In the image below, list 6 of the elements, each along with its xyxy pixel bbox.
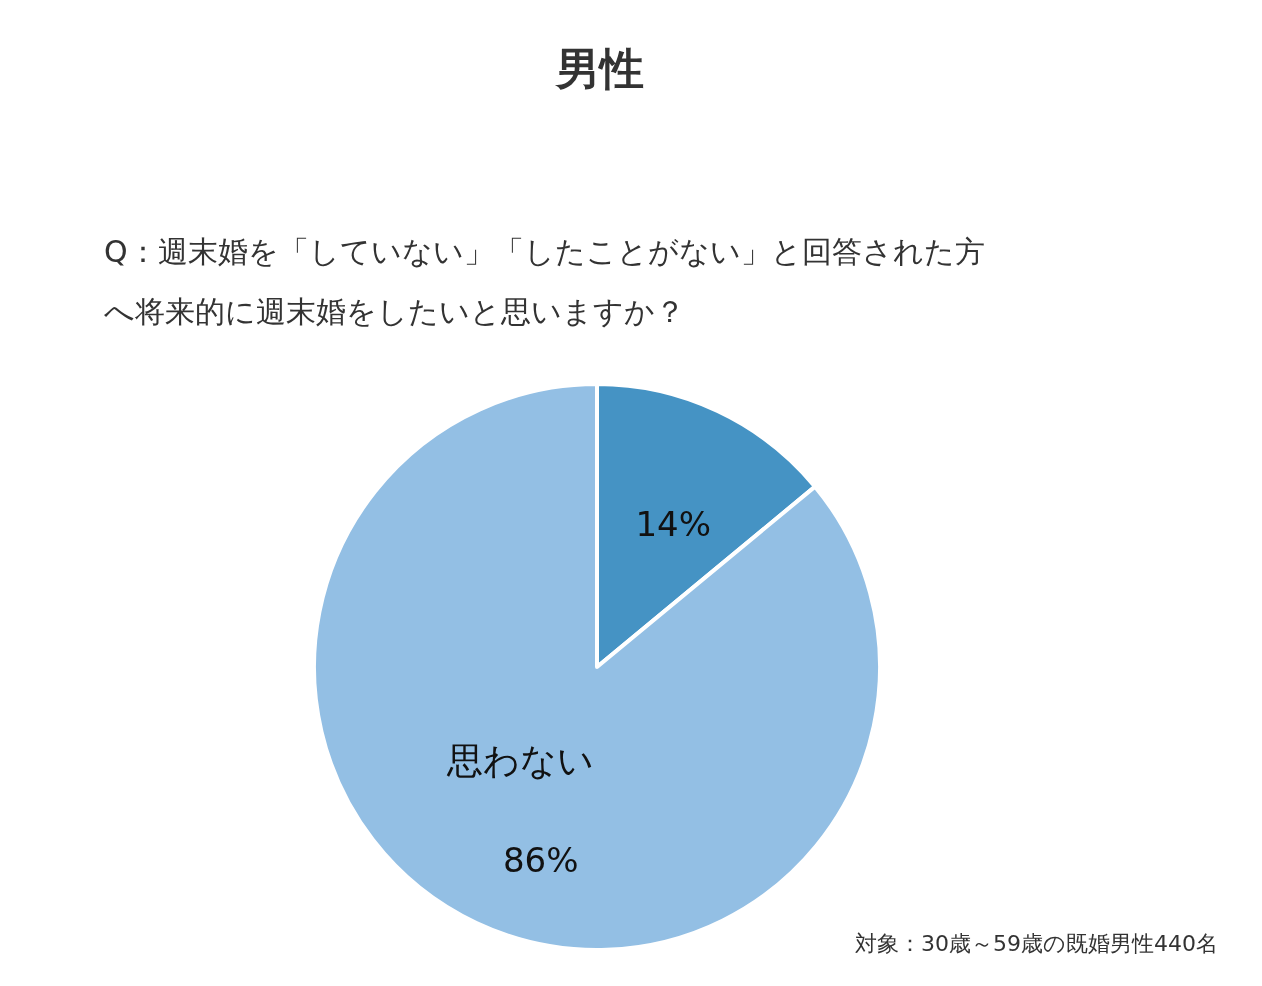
category-label: 思わない — [447, 739, 595, 781]
annotation: 対象：30歳～59歳の既婚男性440名 — [855, 931, 1218, 956]
subtitle: Q：週末婚を「していない」「したことがない」と回答された方へ将来的に週末婚をしたいと思いますか？ — [104, 233, 986, 331]
value-label: 86% — [502, 840, 579, 881]
value-label: 14% — [635, 503, 712, 544]
title: 男性 — [554, 42, 645, 96]
